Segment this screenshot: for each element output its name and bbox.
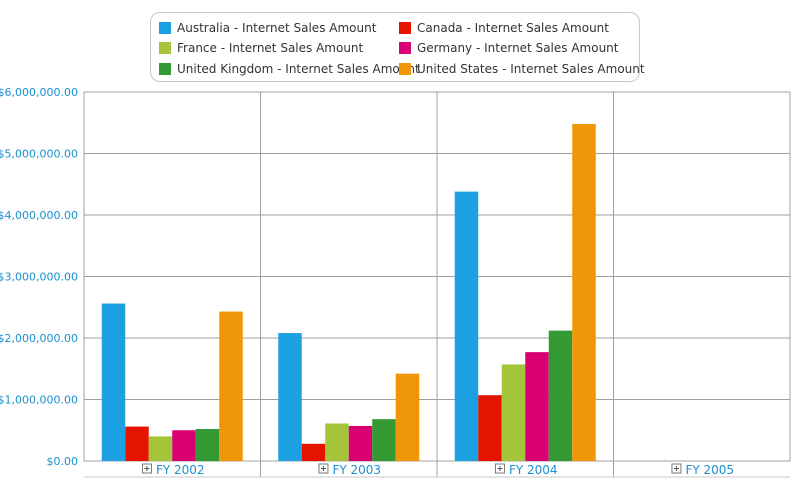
x-tick-label: FY 2005	[685, 463, 734, 477]
bar-0-3	[172, 430, 196, 461]
legend-swatch-germany	[399, 42, 411, 54]
y-tick-label: $4,000,000.00	[0, 209, 78, 222]
bar-0-2	[148, 436, 173, 461]
legend-swatch-united-states	[399, 63, 411, 75]
y-tick-label: $1,000,000.00	[0, 394, 78, 407]
bar-0-5	[219, 311, 243, 461]
bar-0-4	[195, 429, 220, 461]
legend-item-australia[interactable]: Australia - Internet Sales Amount	[159, 20, 376, 36]
bar-2-0	[454, 191, 479, 461]
y-tick-label: $3,000,000.00	[0, 271, 78, 284]
legend-swatch-united-kingdom	[159, 63, 171, 75]
x-tick-label: FY 2002	[156, 463, 205, 477]
legend-swatch-canada	[399, 22, 411, 34]
bar-0-1	[125, 426, 149, 461]
legend-label-australia: Australia - Internet Sales Amount	[177, 21, 377, 35]
bar-1-1	[301, 443, 326, 461]
bar-1-3	[348, 425, 373, 461]
legend-item-france[interactable]: France - Internet Sales Amount	[159, 40, 363, 56]
legend-item-united-kingdom[interactable]: United Kingdom - Internet Sales Amount	[159, 61, 420, 77]
legend-swatch-australia	[159, 22, 171, 34]
x-tick-label: FY 2004	[509, 463, 558, 477]
legend-swatch-france	[159, 42, 171, 54]
legend-label-united-kingdom: United Kingdom - Internet Sales Amount	[177, 62, 420, 76]
bar-0-0	[101, 303, 126, 461]
bar-1-2	[325, 423, 349, 461]
bar-1-4	[372, 419, 396, 461]
y-tick-label: $2,000,000.00	[0, 332, 78, 345]
y-tick-label: $5,000,000.00	[0, 148, 78, 161]
legend: Australia - Internet Sales Amount Canada…	[150, 12, 645, 82]
legend-label-united-states: United States - Internet Sales Amount	[417, 62, 645, 76]
bar-2-3	[525, 352, 549, 461]
y-tick-label: $6,000,000.00	[0, 86, 78, 99]
legend-label-canada: Canada - Internet Sales Amount	[417, 21, 609, 35]
legend-label-france: France - Internet Sales Amount	[177, 41, 364, 55]
legend-item-canada[interactable]: Canada - Internet Sales Amount	[399, 20, 609, 36]
legend-label-germany: Germany - Internet Sales Amount	[417, 41, 619, 55]
bar-2-1	[478, 395, 502, 461]
bar-2-2	[501, 364, 526, 461]
bar-1-0	[278, 333, 302, 461]
bar-2-4	[548, 330, 573, 461]
bar-1-5	[395, 373, 420, 461]
legend-item-united-states[interactable]: United States - Internet Sales Amount	[399, 61, 645, 77]
legend-item-germany[interactable]: Germany - Internet Sales Amount	[399, 40, 619, 56]
bar-2-5	[572, 123, 596, 461]
x-tick-label: FY 2003	[332, 463, 381, 477]
y-tick-label: $0.00	[47, 455, 79, 468]
